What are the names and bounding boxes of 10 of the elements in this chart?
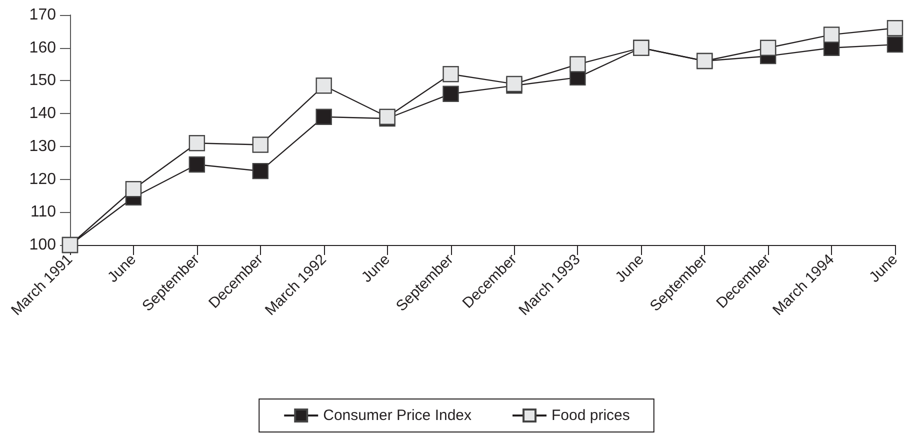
y-tick-label: 150 bbox=[29, 72, 56, 90]
y-tick-label: 170 bbox=[29, 6, 56, 24]
y-tick-label: 100 bbox=[29, 236, 56, 254]
legend-label: Food prices bbox=[552, 407, 630, 424]
y-tick-label: 130 bbox=[29, 138, 56, 155]
y-tick-label: 120 bbox=[29, 170, 56, 188]
legend-label: Consumer Price Index bbox=[323, 407, 472, 424]
y-tick-label: 140 bbox=[29, 105, 56, 122]
y-tick-label: 110 bbox=[30, 204, 56, 221]
y-tick-label: 160 bbox=[29, 39, 56, 56]
